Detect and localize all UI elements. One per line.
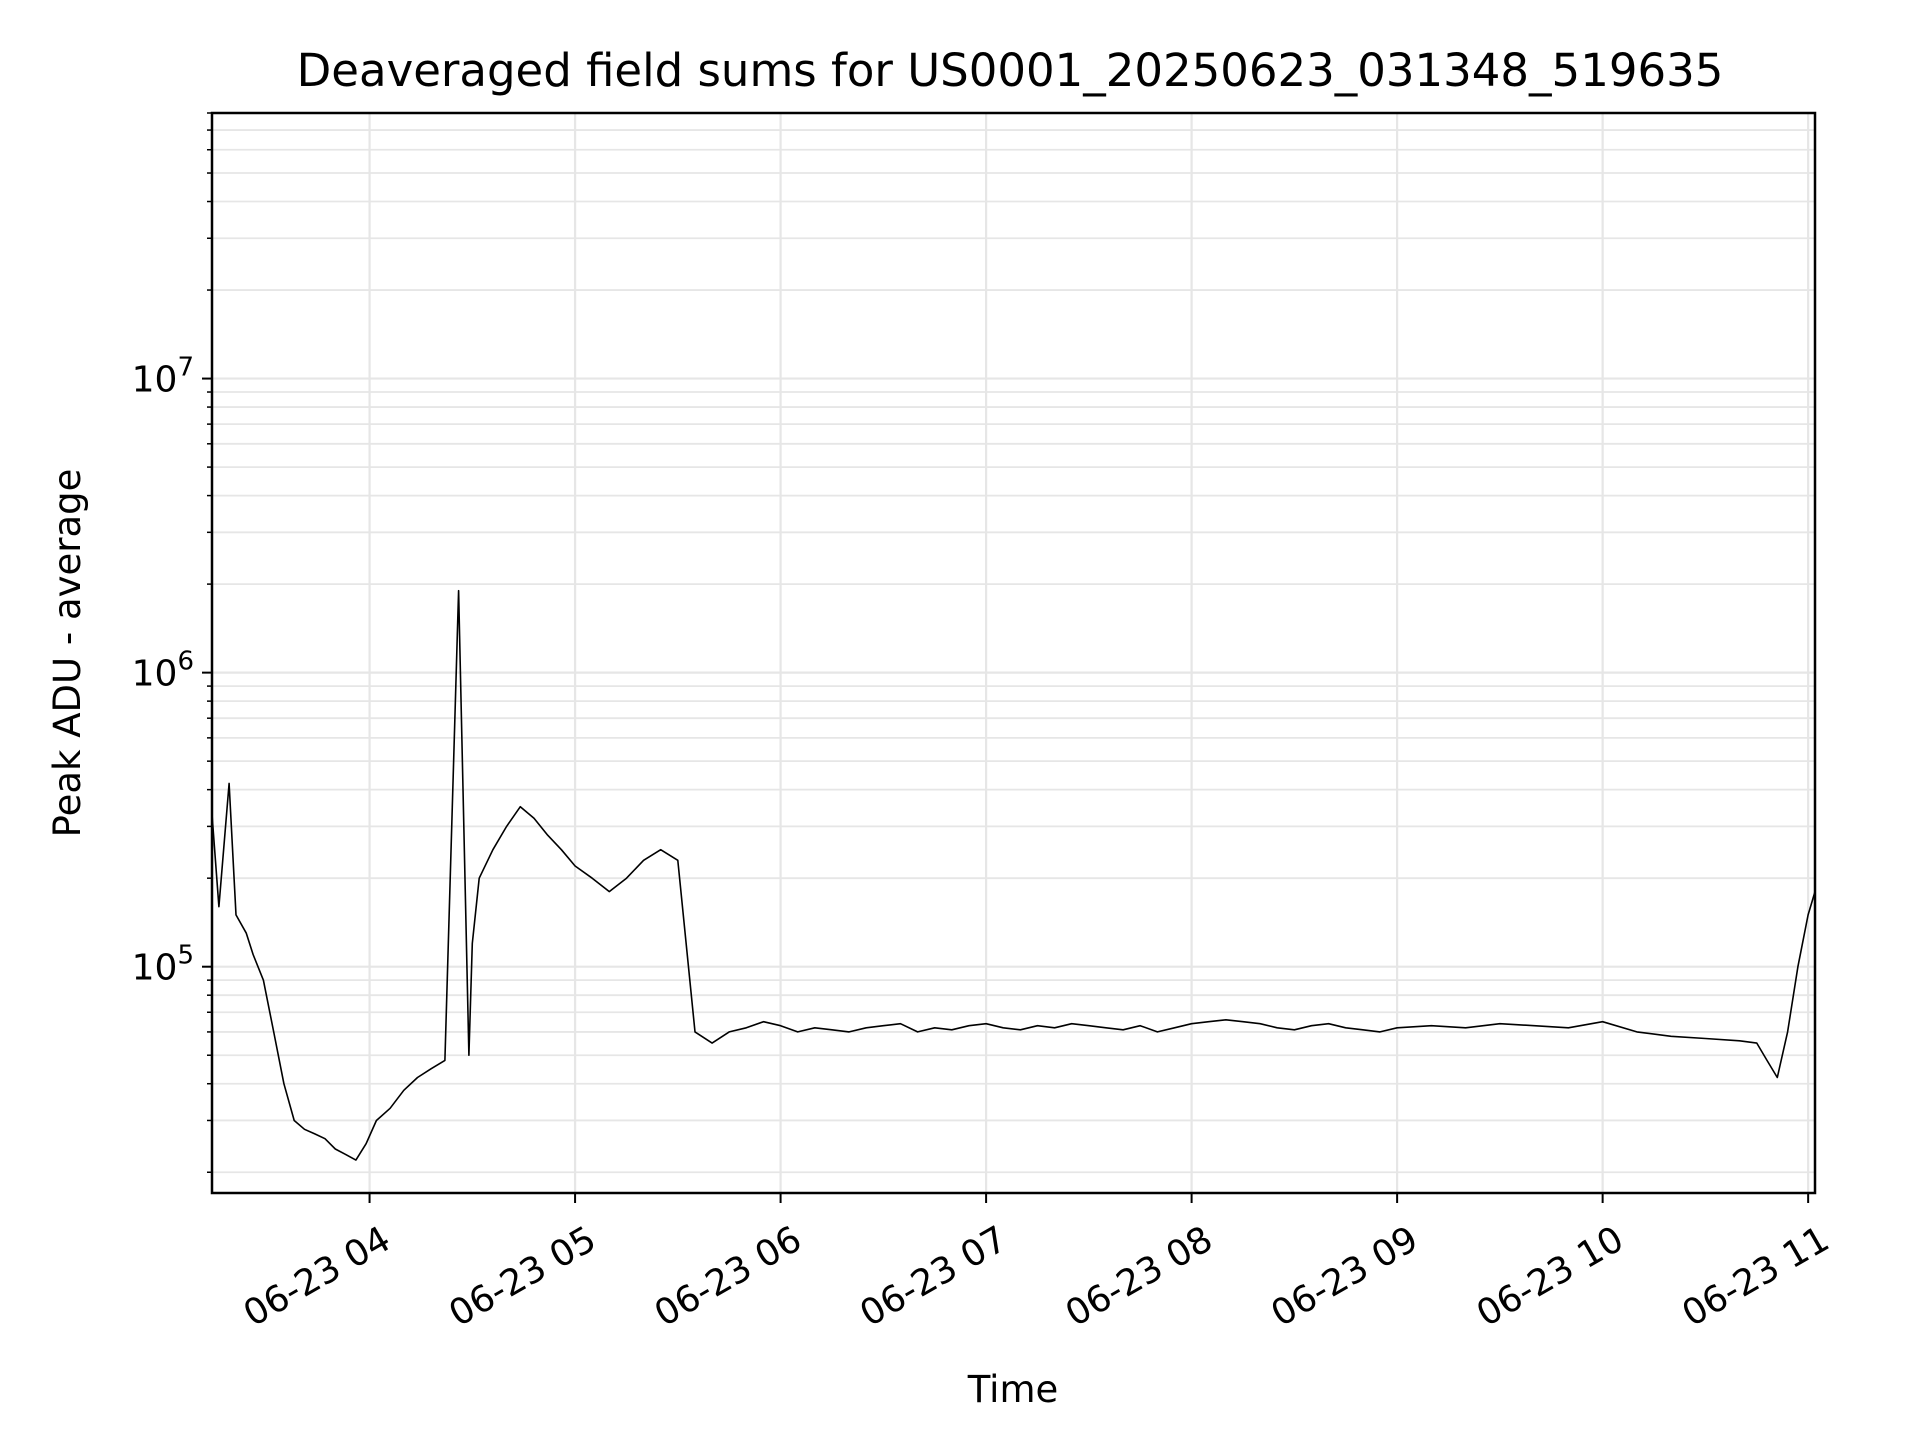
y-axis-label: Peak ADU - average	[46, 469, 89, 838]
grid-layer	[212, 112, 1815, 1193]
plot-frame	[210, 111, 1817, 1195]
chart-title: Deaveraged field sums for US0001_2025062…	[297, 44, 1724, 97]
y-tick-base: 10	[132, 360, 178, 401]
x-axis-label: Time	[967, 1368, 1059, 1411]
y-tick-base: 10	[132, 948, 178, 989]
y-tick-exponent: 6	[177, 647, 194, 677]
series-layer	[211, 589, 1816, 1161]
y-tick-base: 10	[132, 654, 178, 695]
y-tick-exponent: 5	[177, 941, 194, 971]
series-line-0	[211, 589, 1816, 1161]
y-tick-label: 105	[132, 941, 194, 989]
y-tick-label: 106	[132, 647, 194, 695]
y-tick-exponent: 7	[177, 353, 194, 383]
y-tick-label: 107	[132, 353, 194, 401]
